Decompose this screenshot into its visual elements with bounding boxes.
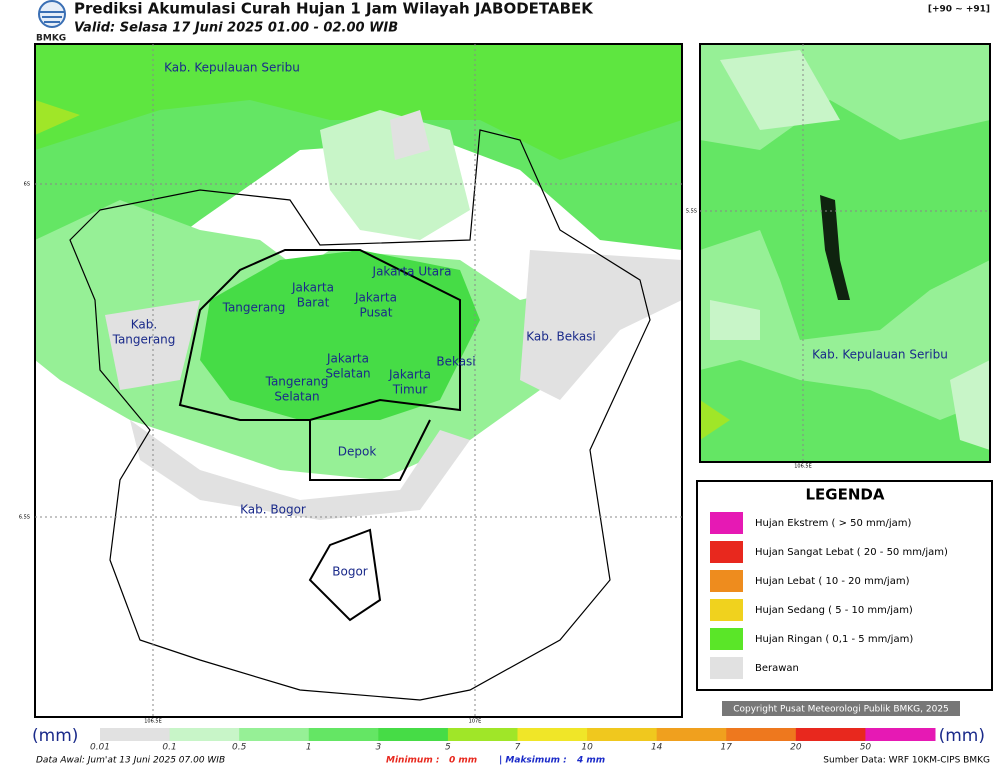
legend-swatch — [710, 570, 743, 592]
colorbar-segment — [795, 728, 866, 741]
data-awal: Data Awal: Jum'at 13 Juni 2025 07.00 WIB — [36, 756, 225, 766]
region-label: Tangerang — [265, 375, 329, 389]
colorbar-tick: 17 — [721, 743, 733, 753]
region-label: Selatan — [274, 390, 319, 404]
colorbar-segment — [308, 728, 379, 741]
copyright-bg — [722, 701, 960, 716]
region-label: Tangerang — [222, 301, 286, 315]
legend-swatch — [710, 599, 743, 621]
subtitle: Valid: Selasa 17 Juni 2025 01.00 - 02.00… — [74, 21, 398, 36]
lat-label: 5.5S — [686, 209, 697, 215]
region-label: Jakarta Utara — [372, 265, 452, 279]
legend-swatch — [710, 628, 743, 650]
title: Prediksi Akumulasi Curah Hujan 1 Jam Wil… — [74, 0, 594, 18]
region-label: Tangerang — [112, 333, 176, 347]
region-label: Kab. — [131, 318, 157, 332]
region-label: Jakarta — [388, 368, 431, 382]
region-label: Timur — [392, 383, 428, 397]
colorbar-unit: (mm) — [32, 726, 78, 746]
region-label: Bogor — [332, 565, 368, 579]
region-label: Bekasi — [436, 355, 475, 369]
region-label: Jakarta — [291, 281, 334, 295]
region-label: Depok — [338, 445, 377, 459]
region-label: Selatan — [325, 367, 370, 381]
colorbar-tick: 0.5 — [232, 743, 247, 753]
logo — [38, 0, 66, 28]
legend-label: Hujan Ringan ( 0,1 - 5 mm/jam) — [755, 634, 913, 645]
legend-label: Hujan Sedang ( 5 - 10 mm/jam) — [755, 605, 913, 616]
colorbar-segment — [587, 728, 658, 741]
logo-text: BMKG — [36, 34, 66, 44]
colorbar-segment — [726, 728, 797, 741]
colorbar-tick: 0.01 — [90, 743, 110, 753]
region-label: Pusat — [360, 306, 393, 320]
colorbar-segment — [656, 728, 727, 741]
colorbar-tick: 1 — [306, 743, 312, 753]
min-label: Minimum : — [386, 756, 439, 766]
main-map — [34, 43, 683, 718]
source: Sumber Data: WRF 10KM-CIPS BMKG — [823, 756, 990, 766]
colorbar-unit: (mm) — [939, 726, 985, 746]
lon-label: 106.5E — [794, 464, 811, 470]
max-label: | Maksimum : — [499, 756, 567, 766]
legend-label: Berawan — [755, 663, 799, 674]
colorbar-segment — [169, 728, 240, 741]
lon-label: 106.5E — [144, 719, 161, 725]
colorbar-tick: 3 — [375, 743, 381, 753]
colorbar-tick: 10 — [581, 743, 593, 753]
region-label: Kab. Kepulauan Seribu — [812, 348, 948, 362]
colorbar-tick: 5 — [445, 743, 451, 753]
legend-label: Hujan Sangat Lebat ( 20 - 50 mm/jam) — [755, 547, 948, 558]
colorbar-tick: 14 — [651, 743, 663, 753]
colorbar-segment — [517, 728, 588, 741]
colorbar-tick: 0.1 — [162, 743, 176, 753]
legend-swatch — [710, 657, 743, 679]
region-label: Kab. Kepulauan Seribu — [164, 61, 300, 75]
colorbar-segment — [447, 728, 518, 741]
colorbar-tick: 50 — [860, 743, 872, 753]
max-value: 4 mm — [576, 756, 605, 766]
colorbar-segment — [100, 728, 171, 741]
legend-box — [696, 480, 993, 691]
legend-label: Hujan Ekstrem ( > 50 mm/jam) — [755, 518, 912, 529]
colorbar-segment — [865, 728, 936, 741]
legend-swatch — [710, 541, 743, 563]
legend-swatch — [710, 512, 743, 534]
inset-map — [699, 43, 991, 463]
run-code: [+90 ~ +91] — [928, 5, 990, 15]
region-label: Kab. Bekasi — [526, 330, 596, 344]
region-label: Kab. Bogor — [240, 503, 306, 517]
colorbar-segment — [239, 728, 310, 741]
region-label: Jakarta — [326, 352, 369, 366]
lat-label: 6.5S — [19, 515, 30, 521]
colorbar-tick: 7 — [515, 743, 521, 753]
region-label: Jakarta — [354, 291, 397, 305]
legend-title: LEGENDA — [806, 486, 885, 504]
min-value: 0 mm — [449, 756, 477, 766]
colorbar-segment — [378, 728, 449, 741]
lat-label: 6S — [24, 182, 30, 188]
colorbar-tick: 20 — [790, 743, 802, 753]
lon-label: 107E — [469, 719, 482, 725]
legend-label: Hujan Lebat ( 10 - 20 mm/jam) — [755, 576, 910, 587]
copyright: Copyright Pusat Meteorologi Publik BMKG,… — [733, 705, 949, 715]
region-label: Barat — [297, 296, 330, 310]
